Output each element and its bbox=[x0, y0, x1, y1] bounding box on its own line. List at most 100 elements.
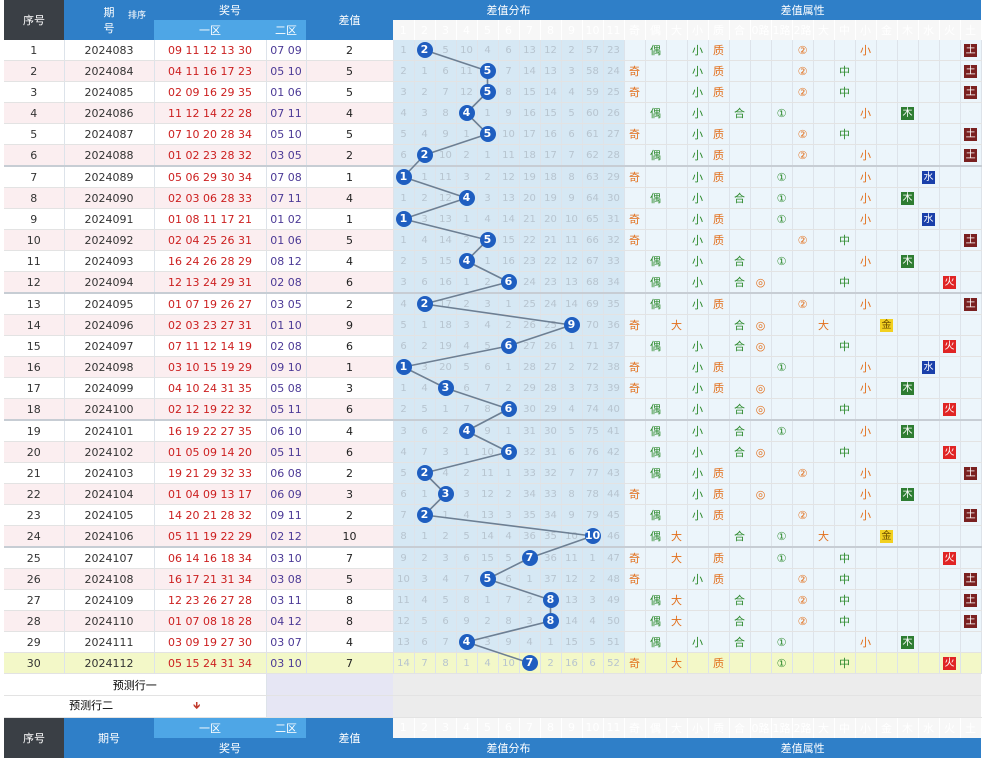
attr-cell bbox=[834, 165, 856, 188]
dist-cell: 75 bbox=[582, 419, 604, 442]
attr-cell bbox=[792, 271, 814, 294]
dist-cell: 49 bbox=[603, 589, 625, 611]
footer-dist-col-6: 6 bbox=[498, 717, 520, 738]
attr-cell bbox=[876, 483, 898, 505]
dist-cell: 13 bbox=[561, 271, 583, 294]
dist-cell: 2 bbox=[498, 377, 520, 399]
dist-cell: 17 bbox=[435, 292, 457, 315]
dist-cell: 7 bbox=[477, 377, 499, 399]
attr-col-6: 合 bbox=[729, 20, 751, 40]
attr-cell bbox=[813, 589, 835, 611]
attr-cell: 小 bbox=[687, 60, 709, 82]
attr-cell: 偶 bbox=[645, 271, 667, 294]
attr-cell: 质 bbox=[708, 229, 730, 251]
dist-col-11: 11 bbox=[603, 20, 625, 40]
attr-cell bbox=[876, 208, 898, 230]
row-period: 2024100 bbox=[64, 398, 155, 421]
attr-cell: 小 bbox=[687, 356, 709, 378]
attr-cell bbox=[918, 292, 940, 315]
attr-cell bbox=[960, 250, 982, 272]
row-seq: 14 bbox=[4, 314, 65, 336]
diff-ball: 6 bbox=[500, 401, 517, 417]
dist-cell: 11 bbox=[561, 546, 583, 569]
dist-cell: 17 bbox=[540, 144, 562, 167]
dist-cell: 27 bbox=[603, 123, 625, 145]
dist-cell: 64 bbox=[582, 187, 604, 209]
attr-cell bbox=[876, 441, 898, 463]
attr-cell: 小 bbox=[687, 250, 709, 272]
attr-cell: 土 bbox=[960, 60, 982, 82]
dist-cell: 3 bbox=[456, 483, 478, 505]
dist-cell: 73 bbox=[582, 377, 604, 399]
attr-cell bbox=[708, 187, 730, 209]
attr-cell: 偶 bbox=[645, 187, 667, 209]
element-badge: 火 bbox=[943, 403, 956, 416]
dist-cell: 10 bbox=[393, 568, 415, 590]
footer-attr-col-5: 质 bbox=[708, 717, 730, 738]
dist-cell: 26 bbox=[540, 335, 562, 357]
row-zone2: 02 08 bbox=[266, 271, 307, 294]
attr-cell bbox=[645, 377, 667, 399]
dist-cell: 7 bbox=[519, 652, 541, 674]
dist-cell: 4 bbox=[414, 589, 436, 611]
attr-cell bbox=[918, 123, 940, 145]
diff-ball: 1 bbox=[395, 211, 412, 227]
attr-cell bbox=[939, 187, 961, 209]
attr-cell: 小 bbox=[687, 398, 709, 421]
attr-cell: ② bbox=[792, 568, 814, 590]
row-seq: 20 bbox=[4, 441, 65, 463]
attr-cell: 偶 bbox=[645, 144, 667, 167]
row-zone1: 16 24 26 28 29 bbox=[154, 250, 267, 272]
arrow-down-icon[interactable]: 🡻 bbox=[193, 701, 201, 712]
header-prize: 奖号 bbox=[154, 0, 306, 20]
dist-cell: 67 bbox=[582, 250, 604, 272]
attr-cell bbox=[876, 229, 898, 251]
element-badge: 木 bbox=[901, 488, 914, 501]
attr-cell bbox=[813, 631, 835, 653]
attr-cell bbox=[876, 419, 898, 442]
dist-cell: 10 bbox=[456, 40, 478, 61]
dist-cell: 2 bbox=[456, 462, 478, 484]
table-row: 4 2024086 11 12 14 22 28 07 11 4 4 3 8 4 1 9 16 15 5 6… bbox=[4, 102, 982, 124]
attr-cell: ② bbox=[792, 610, 814, 632]
attr-cell bbox=[645, 546, 667, 569]
predict-row-1[interactable]: 预测行一 bbox=[4, 673, 267, 696]
predict-row-2[interactable]: 预测行二 🡻 bbox=[4, 695, 267, 718]
attr-cell bbox=[897, 208, 919, 230]
attr-cell: ① bbox=[771, 102, 793, 124]
dist-cell: 43 bbox=[603, 462, 625, 484]
attr-cell: 火 bbox=[939, 335, 961, 357]
dist-cell: 13 bbox=[393, 631, 415, 653]
dist-cell: 26 bbox=[519, 314, 541, 336]
row-diff: 6 bbox=[306, 441, 394, 463]
attr-cell bbox=[708, 398, 730, 421]
attr-cell bbox=[729, 483, 751, 505]
predict-zone-cell[interactable] bbox=[266, 695, 393, 718]
table-row: 22 2024104 01 04 09 13 17 06 09 3 6 1 3 3 12 2 34 33… bbox=[4, 483, 982, 505]
row-zone2: 07 11 bbox=[266, 187, 307, 209]
attr-cell bbox=[771, 441, 793, 463]
dist-cell: 10 bbox=[498, 123, 520, 145]
attr-cell: 奇 bbox=[624, 165, 646, 188]
row-seq: 27 bbox=[4, 589, 65, 611]
attr-cell bbox=[666, 568, 688, 590]
dist-cell: 3 bbox=[435, 377, 457, 399]
attr-cell bbox=[687, 652, 709, 674]
sort-button[interactable]: 排序 bbox=[127, 11, 146, 21]
attr-cell bbox=[708, 610, 730, 632]
dist-cell: 5 bbox=[477, 229, 499, 251]
footer-dist-col-2: 2 bbox=[414, 717, 436, 738]
table-row: 15 2024097 07 11 12 14 19 02 08 6 6 2 19 4 5 6 27 26… bbox=[4, 335, 982, 357]
attr-cell: 质 bbox=[708, 81, 730, 103]
attr-cell: 小 bbox=[687, 419, 709, 442]
attr-cell: 质 bbox=[708, 40, 730, 61]
attr-cell bbox=[666, 165, 688, 188]
predict-zone-cell[interactable] bbox=[266, 673, 393, 696]
dist-cell: 14 bbox=[561, 610, 583, 632]
attr-cell: 合 bbox=[729, 187, 751, 209]
row-seq: 12 bbox=[4, 271, 65, 294]
dist-cell: 33 bbox=[540, 483, 562, 505]
footer-dist-col-11: 11 bbox=[603, 717, 625, 738]
dist-cell: 2 bbox=[540, 652, 562, 674]
table-row: 2 2024084 04 11 16 17 23 05 10 5 2 1 6 11 5 7 14 13 3… bbox=[4, 60, 982, 82]
